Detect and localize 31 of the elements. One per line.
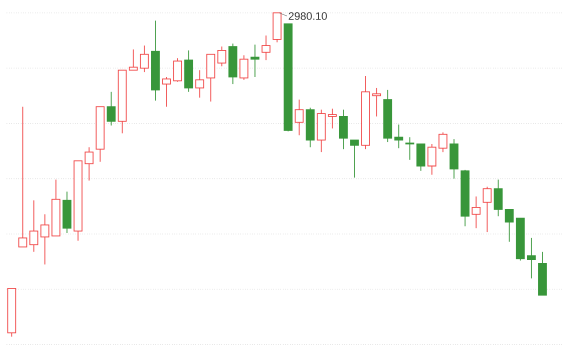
candlestick (504, 209, 514, 242)
annotation: 2980.10 (288, 12, 327, 20)
candlestick (372, 88, 382, 118)
candlestick (328, 108, 337, 130)
candlestick (494, 179, 503, 217)
candlestick (239, 55, 248, 81)
candlestick (482, 186, 492, 233)
candlestick (140, 45, 149, 73)
candlestick (350, 140, 359, 178)
candlestick (394, 124, 404, 149)
candlestick (416, 144, 426, 172)
candlestick (438, 132, 448, 153)
candlestick (339, 109, 348, 150)
candlestick (84, 147, 94, 182)
candlestick (472, 196, 481, 229)
candlestick (217, 46, 226, 67)
candlestick (128, 49, 138, 71)
candlestick (427, 144, 436, 176)
candlestick (526, 238, 536, 280)
candlestick (195, 70, 204, 98)
candlestick (29, 200, 38, 252)
candlestick (173, 58, 182, 82)
candlestick (405, 136, 414, 161)
candlestick (250, 44, 260, 78)
candlestick (262, 35, 270, 61)
candlestick (106, 92, 116, 126)
candlestick (206, 54, 216, 102)
candlestick (294, 99, 304, 136)
candlestick (18, 106, 28, 248)
candlestick (162, 76, 171, 108)
candlestick (40, 214, 50, 266)
